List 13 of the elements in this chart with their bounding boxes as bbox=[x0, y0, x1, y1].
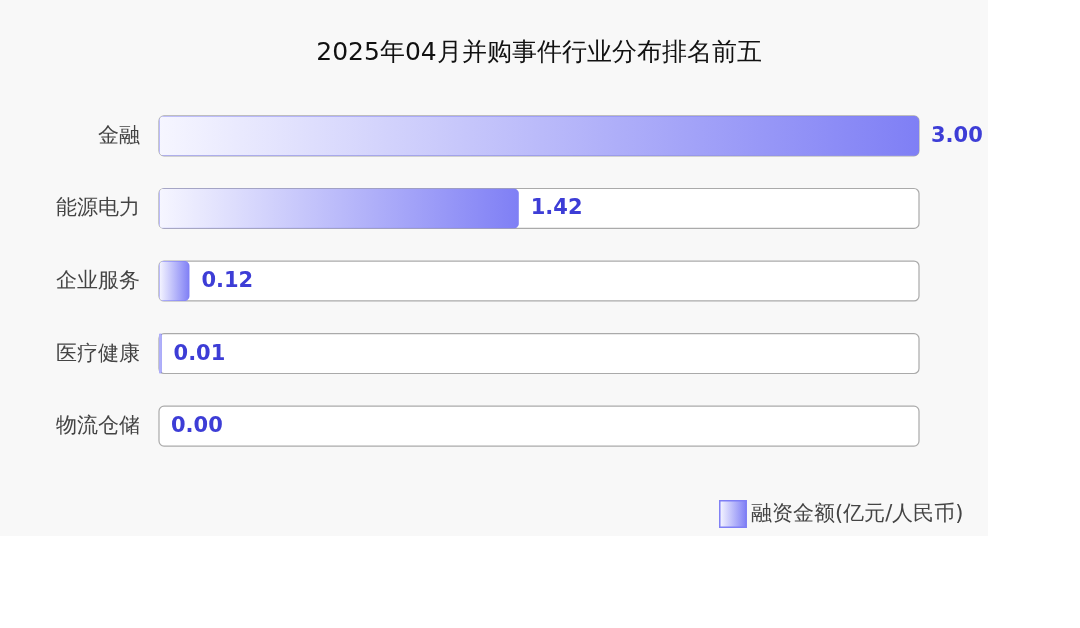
chart-title: 2025年04月并购事件行业分布排名前五 bbox=[316, 37, 762, 66]
y-tick-label: 能源电力 bbox=[55, 195, 140, 220]
data-label: 0.12 bbox=[201, 268, 254, 292]
data-label: 1.42 bbox=[530, 195, 583, 220]
y-tick-label: 物流仓储 bbox=[55, 413, 140, 438]
data-label: 0.01 bbox=[173, 340, 226, 365]
data-label: 0.00 bbox=[171, 413, 223, 438]
data-label: 3.00 bbox=[931, 122, 983, 147]
y-tick-label: 医疗健康 bbox=[55, 340, 140, 365]
y-tick-label: 金融 bbox=[97, 122, 140, 147]
bar bbox=[159, 261, 190, 301]
legend-label: 融资金额(亿元/人民币) bbox=[751, 501, 964, 525]
y-tick-label: 企业服务 bbox=[55, 268, 140, 292]
